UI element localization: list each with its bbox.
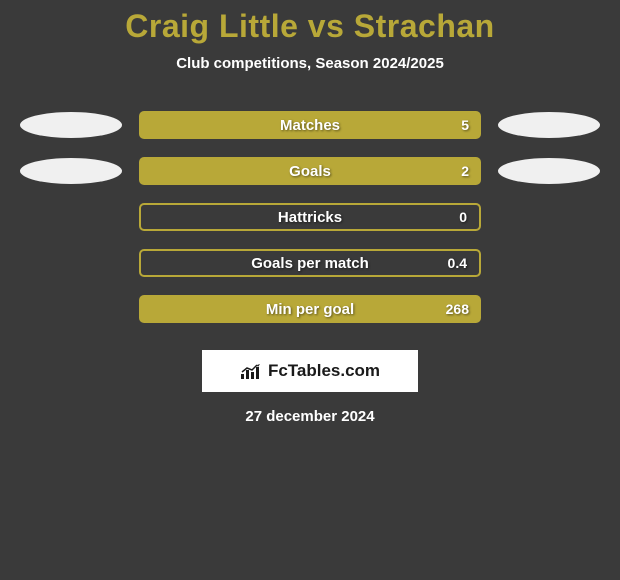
stat-value: 2 [461, 163, 469, 179]
logo-box[interactable]: FcTables.com [202, 350, 418, 392]
stat-label: Goals per match [251, 255, 369, 272]
stat-row: Min per goal 268 [10, 286, 610, 332]
player-left-marker [20, 112, 122, 138]
stat-bar-goals: Goals 2 [139, 157, 481, 185]
date-label: 27 december 2024 [0, 408, 620, 425]
stat-row: Hattricks 0 [10, 194, 610, 240]
stat-label: Goals [289, 163, 331, 180]
player-left-marker [20, 158, 122, 184]
stat-row: Goals per match 0.4 [10, 240, 610, 286]
player-right-marker [498, 158, 600, 184]
stat-row: Goals 2 [10, 148, 610, 194]
stat-value: 0.4 [448, 255, 467, 271]
stat-value: 0 [459, 209, 467, 225]
stat-row: Matches 5 [10, 102, 610, 148]
stat-bar-hattricks: Hattricks 0 [139, 203, 481, 231]
stat-value: 268 [446, 301, 469, 317]
stat-bar-matches: Matches 5 [139, 111, 481, 139]
main-container: Craig Little vs Strachan Club competitio… [0, 0, 620, 425]
stat-label: Min per goal [266, 301, 354, 318]
stat-bar-min-per-goal: Min per goal 268 [139, 295, 481, 323]
logo-text: FcTables.com [268, 361, 380, 381]
stat-label: Hattricks [278, 209, 342, 226]
stat-value: 5 [461, 117, 469, 133]
page-title: Craig Little vs Strachan [0, 8, 620, 45]
chart-icon [240, 362, 262, 380]
stats-area: Matches 5 Goals 2 Hattricks 0 Goals per … [0, 102, 620, 332]
stat-bar-goals-per-match: Goals per match 0.4 [139, 249, 481, 277]
player-right-marker [498, 112, 600, 138]
subtitle: Club competitions, Season 2024/2025 [0, 55, 620, 72]
stat-label: Matches [280, 117, 340, 134]
